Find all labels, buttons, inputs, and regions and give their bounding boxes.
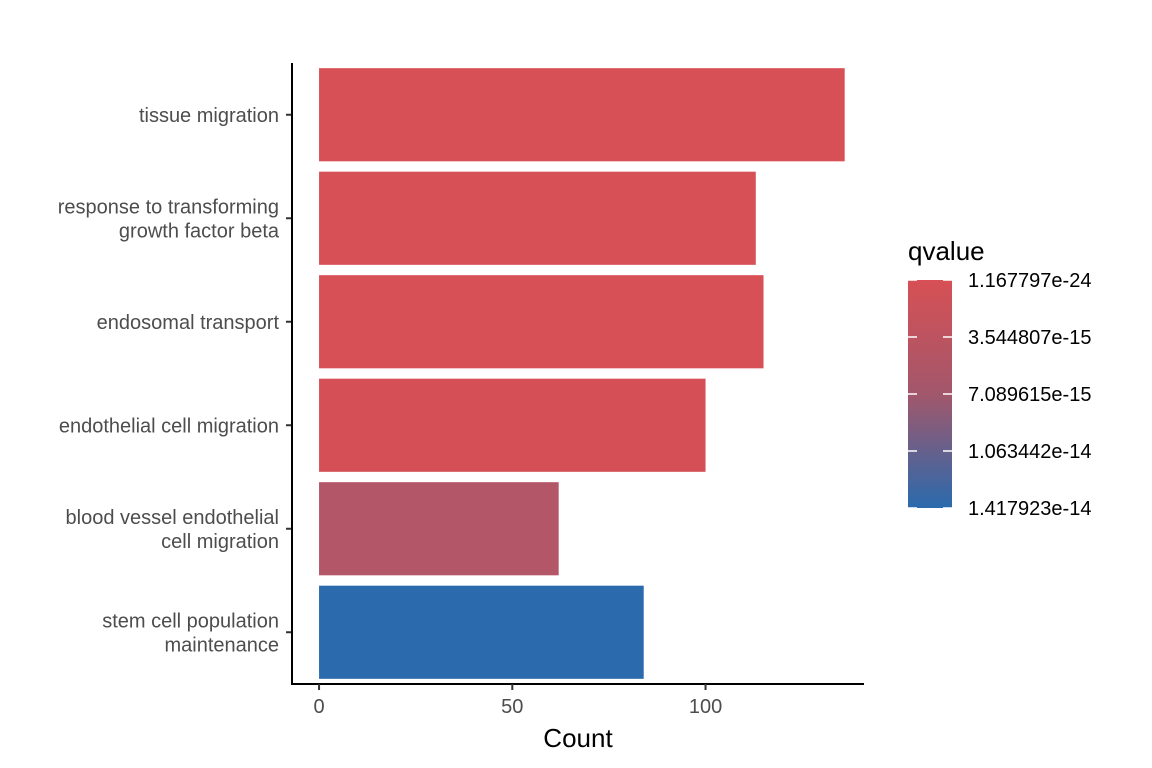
x-tick-label: 50 [501,696,523,718]
legend-ticks: 1.167797e-24 3.544807e-15 7.089615e-15 1.06… [908,270,1091,520]
legend-label: 1.417923e-14 [968,498,1091,520]
x-tick-label: 0 [313,696,324,718]
bar [319,482,559,576]
legend: qvalue 1.167797e-24 3.544807e-15 7.089615e… [908,236,1091,520]
legend-label: 7.089615e-15 [968,384,1091,406]
category-label: response to transforming growth factor be… [58,196,280,242]
bar [319,585,644,679]
bars-group [319,68,845,679]
category-label: tissue migration [139,105,279,127]
bar [319,68,845,162]
category-label: stem cell population maintenance [102,610,279,656]
category-label: blood vessel endothelial cell migration [66,507,280,553]
bar [319,275,764,369]
category-label: endosomal transport [97,312,280,334]
axes [291,63,864,685]
bar [319,378,706,472]
legend-title: qvalue [908,236,985,266]
category-label: endothelial cell migration [59,415,279,437]
x-ticks: 0 50 100 [313,684,722,718]
category-labels: tissue migration response to transforming… [58,105,292,656]
bar [319,171,756,265]
legend-label: 3.544807e-15 [968,327,1091,349]
x-tick-label: 100 [689,696,722,718]
x-axis-title: Count [543,723,613,753]
legend-label: 1.063442e-14 [968,441,1091,463]
legend-label: 1.167797e-24 [968,270,1091,292]
